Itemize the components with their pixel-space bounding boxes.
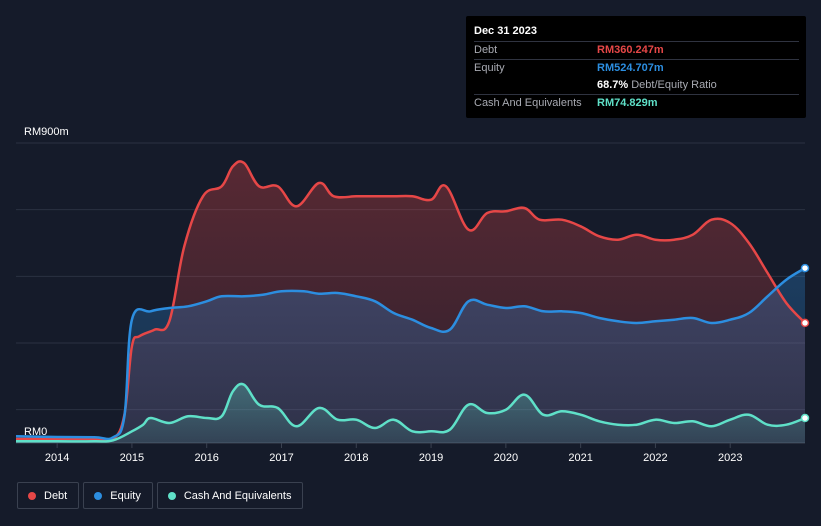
debt-end-marker — [800, 318, 810, 328]
tooltip-equity-label: Equity — [474, 62, 505, 74]
y-axis-bottom-label: RM0 — [24, 426, 47, 438]
x-tick-label: 2018 — [344, 452, 368, 464]
area-fills — [16, 161, 805, 443]
tooltip-debt-label: Debt — [474, 44, 498, 56]
x-tick-label: 2019 — [419, 452, 443, 464]
x-tick-label: 2017 — [269, 452, 293, 464]
tooltip-debt-value: RM360.247m — [597, 44, 664, 56]
tooltip-ratio-label: Debt/Equity Ratio — [631, 79, 717, 91]
x-tick-label: 2021 — [568, 452, 592, 464]
x-tick-label: 2023 — [718, 452, 742, 464]
end-markers — [800, 263, 810, 423]
tooltip-cash-label: Cash And Equivalents — [474, 97, 582, 109]
x-tick-label: 2015 — [120, 452, 144, 464]
debt-line — [15, 160, 806, 443]
tooltip-date: Dec 31 2023 — [474, 25, 537, 37]
series-lines — [15, 160, 806, 443]
x-axis: 2014 2015 2016 2017 2018 2019 2020 2021 2022 2023 — [45, 443, 742, 464]
tooltip-ratio-row: 68.7% Debt/Equity Ratio — [474, 77, 799, 94]
tooltip-debt-row: Debt RM360.247m — [474, 41, 799, 59]
tooltip-cash-row: Cash And Equivalents RM74.829m — [474, 94, 799, 112]
tooltip-equity-row: Equity RM524.707m — [474, 59, 799, 77]
legend-item-cash[interactable]: Cash And Equivalents — [156, 482, 304, 509]
legend-item-equity[interactable]: Equity — [83, 482, 153, 509]
cash-line — [16, 382, 806, 443]
equity-area — [16, 268, 805, 443]
tooltip-ratio-value: 68.7% — [597, 79, 629, 91]
cash-dot-icon — [167, 491, 176, 500]
data-tooltip: Dec 31 2023 Debt RM360.247m Equity RM524… — [466, 16, 806, 118]
equity-end-marker — [800, 263, 810, 273]
legend-equity-label: Equity — [110, 489, 141, 502]
cash-area — [16, 383, 805, 443]
equity-line — [15, 267, 806, 441]
x-tick-label: 2014 — [45, 452, 69, 464]
legend-cash-label: Cash And Equivalents — [183, 489, 292, 502]
x-tick-label: 2016 — [194, 452, 218, 464]
equity-dot-icon — [94, 491, 103, 500]
tooltip-cash-value: RM74.829m — [597, 97, 658, 109]
x-tick-label: 2022 — [643, 452, 667, 464]
cash-end-marker — [800, 413, 810, 423]
tooltip-equity-value: RM524.707m — [597, 62, 664, 74]
legend-item-debt[interactable]: Debt — [17, 482, 80, 509]
chart-legend: Debt Equity Cash And Equivalents — [17, 482, 304, 509]
legend-debt-label: Debt — [44, 489, 68, 502]
debt-dot-icon — [28, 491, 36, 500]
y-axis-top-label: RM900m — [24, 126, 69, 138]
x-tick-label: 2020 — [494, 452, 518, 464]
